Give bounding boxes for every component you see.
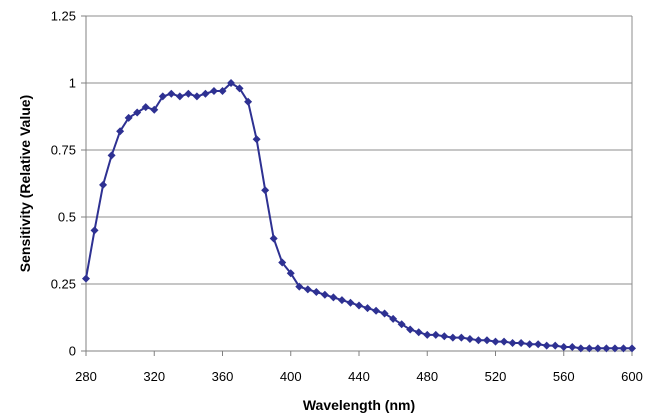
data-point (124, 113, 133, 122)
data-point (551, 341, 560, 350)
data-point (90, 226, 99, 235)
data-point (406, 325, 415, 334)
data-point (414, 328, 423, 337)
data-point (209, 87, 218, 96)
data-point (534, 340, 543, 349)
data-point (167, 89, 176, 98)
data-point (397, 320, 406, 329)
x-tick-label: 440 (348, 369, 370, 384)
data-point (372, 306, 381, 315)
x-tick-label: 360 (212, 369, 234, 384)
data-point (158, 92, 167, 101)
data-point (576, 344, 585, 353)
data-point (431, 330, 440, 339)
data-point (312, 288, 321, 297)
data-point (175, 92, 184, 101)
x-tick-label: 520 (485, 369, 507, 384)
x-tick-label: 280 (75, 369, 97, 384)
y-tick-label: 0 (69, 344, 76, 359)
data-point (82, 274, 90, 283)
data-point (363, 304, 372, 313)
data-point (107, 151, 116, 160)
x-tick-label: 320 (143, 369, 165, 384)
data-point (286, 269, 295, 278)
data-point (337, 296, 346, 305)
data-point (235, 84, 244, 93)
data-point (261, 186, 270, 195)
data-point (474, 336, 483, 345)
data-point (99, 180, 108, 189)
data-point (278, 258, 287, 267)
data-point (150, 105, 159, 114)
y-tick-label: 1.25 (51, 9, 76, 24)
data-point (500, 337, 509, 346)
data-point (116, 127, 125, 136)
data-point (218, 87, 227, 96)
data-point (303, 285, 312, 294)
data-point (244, 97, 253, 106)
y-axis-title: Sensitivity (Relative Value) (17, 95, 33, 272)
x-tick-label: 560 (553, 369, 575, 384)
data-point (201, 89, 210, 98)
data-point (380, 309, 389, 318)
data-point (329, 293, 338, 302)
y-tick-label: 1 (69, 76, 76, 91)
data-point (482, 336, 491, 345)
data-point (448, 333, 457, 342)
data-point (346, 298, 355, 307)
data-point (389, 314, 398, 323)
x-tick-label: 480 (416, 369, 438, 384)
data-point (610, 344, 619, 353)
data-point (252, 135, 261, 144)
data-point (465, 334, 474, 343)
data-point (355, 301, 363, 310)
data-point (559, 342, 568, 351)
data-point (440, 332, 449, 341)
tick-labels: 0 0.25 0.5 0.75 1 1.25 280 320 360 400 440 480 520 56… (51, 9, 643, 385)
y-tick-label: 0.25 (51, 277, 76, 292)
y-tick-label: 0.5 (58, 210, 76, 225)
data-point (320, 290, 329, 299)
data-point (525, 340, 534, 349)
data-point (517, 338, 526, 347)
axes (81, 15, 633, 356)
data-point (619, 344, 628, 353)
data-point (184, 89, 193, 98)
data-point (133, 108, 142, 117)
data-point (295, 282, 304, 291)
data-series (82, 79, 636, 353)
data-point (542, 341, 551, 350)
data-point (628, 344, 636, 353)
data-point (457, 333, 466, 342)
data-point (508, 338, 517, 347)
data-point (141, 103, 150, 112)
y-tick-label: 0.75 (51, 143, 76, 158)
data-point (423, 330, 432, 339)
data-point (568, 342, 577, 351)
gridlines (86, 15, 632, 285)
data-point (227, 79, 236, 87)
x-axis-title: Wavelength (nm) (303, 397, 415, 413)
data-point (602, 344, 611, 353)
data-point (593, 344, 602, 353)
x-tick-label: 600 (621, 369, 643, 384)
data-point (269, 234, 278, 243)
data-point (192, 92, 201, 101)
data-point (491, 337, 500, 346)
x-tick-label: 400 (280, 369, 302, 384)
data-point (585, 344, 594, 353)
